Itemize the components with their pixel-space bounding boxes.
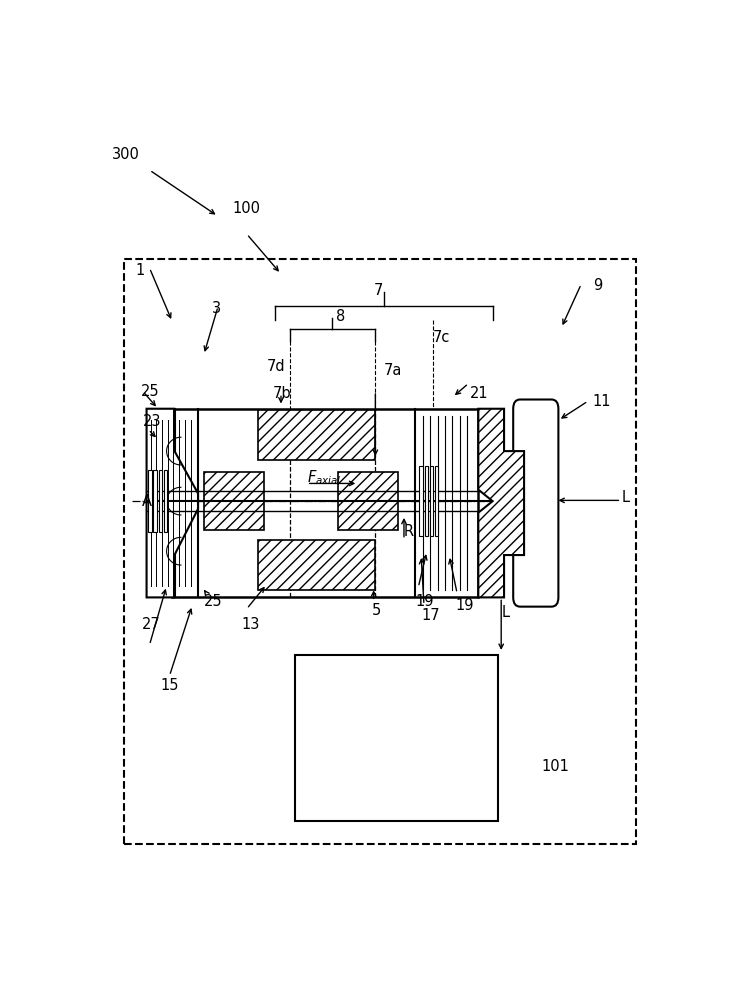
- Polygon shape: [147, 409, 198, 597]
- Bar: [338, 472, 399, 530]
- FancyBboxPatch shape: [513, 400, 559, 607]
- Text: 7a: 7a: [384, 363, 402, 378]
- Text: 7c: 7c: [432, 330, 450, 345]
- Text: 11: 11: [593, 394, 611, 409]
- Text: 7: 7: [373, 283, 383, 298]
- Text: L: L: [501, 605, 509, 620]
- Bar: [430, 466, 433, 536]
- Text: A: A: [142, 494, 152, 509]
- Polygon shape: [478, 409, 524, 597]
- Bar: [424, 466, 428, 536]
- Bar: [258, 540, 376, 590]
- Text: 25: 25: [204, 594, 222, 609]
- Text: 300: 300: [112, 147, 140, 162]
- Text: R: R: [404, 524, 414, 539]
- Bar: [204, 472, 264, 530]
- Text: 21: 21: [470, 386, 489, 401]
- Text: 7d: 7d: [266, 359, 286, 374]
- Text: 15: 15: [161, 678, 179, 693]
- Text: 101: 101: [541, 759, 569, 774]
- Bar: [173, 409, 478, 597]
- Bar: [148, 470, 152, 532]
- Bar: [419, 466, 423, 536]
- Text: 8: 8: [337, 309, 345, 324]
- Text: 19: 19: [415, 594, 434, 609]
- Bar: [154, 470, 157, 532]
- Text: 7b: 7b: [272, 386, 291, 401]
- Bar: [258, 410, 376, 460]
- Text: 25: 25: [141, 384, 159, 399]
- Text: 100: 100: [232, 201, 261, 216]
- Text: 17: 17: [421, 608, 440, 623]
- Text: 23: 23: [142, 414, 161, 429]
- Text: 3: 3: [213, 301, 221, 316]
- Text: 19: 19: [455, 598, 474, 613]
- Text: 13: 13: [241, 617, 259, 632]
- Text: 1: 1: [135, 263, 145, 278]
- Bar: [159, 470, 162, 532]
- Bar: [164, 470, 168, 532]
- Bar: [124, 259, 635, 844]
- Text: 9: 9: [593, 278, 602, 293]
- Text: 27: 27: [142, 617, 161, 632]
- Text: L: L: [621, 490, 630, 505]
- Bar: [147, 409, 175, 597]
- Bar: [295, 655, 498, 821]
- Text: 5: 5: [371, 603, 381, 618]
- Bar: [435, 466, 438, 536]
- Text: $F_{axial}$: $F_{axial}$: [307, 468, 342, 487]
